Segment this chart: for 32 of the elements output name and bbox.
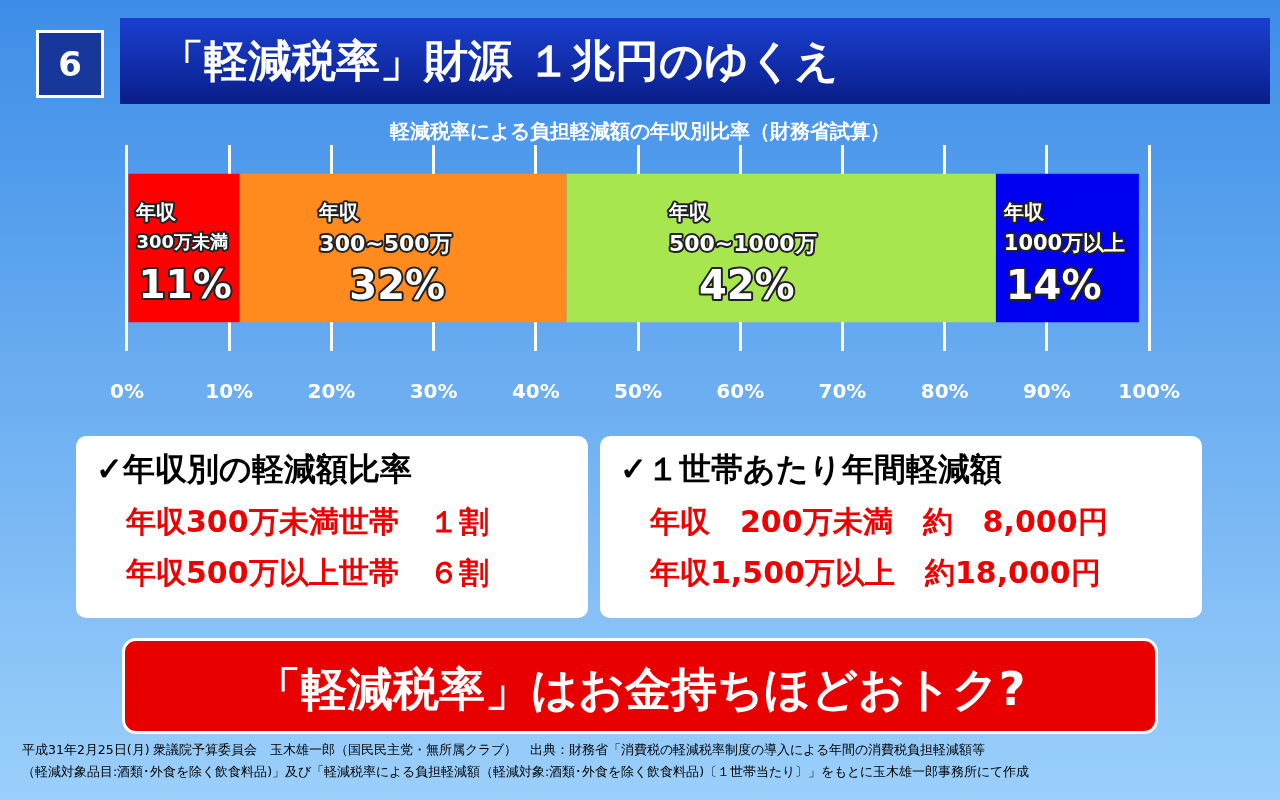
series-label: 年収 500~1000万 bbox=[667, 200, 817, 256]
data-label: 32% bbox=[349, 262, 446, 309]
text: 年収500万以上世帯 ６割 bbox=[126, 554, 490, 592]
text: 平成31年2月25日(月) 衆議院予算委員会 玉木雄一郎（国民民主党・無所属クラブ） 出典：財務省「消費税の軽減税率制度の導入による年間の消費税負担軽減額等 bbox=[22, 742, 986, 759]
x-tick-label: 0% bbox=[109, 379, 144, 404]
chart-title: 「軽減税率」財源 １兆円のゆくえ bbox=[120, 18, 1270, 104]
text: ✓１世帯あたり年間軽減額 bbox=[620, 449, 1003, 490]
bar bbox=[566, 173, 996, 323]
data-label: 11% bbox=[138, 262, 232, 308]
text: 年収300万未満世帯 １割 bbox=[126, 503, 490, 541]
series-label: 年収 300~500万 bbox=[318, 200, 452, 256]
x-tick-label: 70% bbox=[818, 379, 867, 404]
x-tick-label: 100% bbox=[1118, 379, 1180, 404]
series-label: 年収 300万未満 bbox=[135, 200, 229, 252]
series-label: 年収 1000万以上 bbox=[1002, 200, 1126, 255]
x-tick-label: 90% bbox=[1022, 379, 1071, 404]
text: ✓年収別の軽減額比率 bbox=[96, 449, 413, 490]
x-tick-label: 80% bbox=[920, 379, 969, 404]
x-tick-label: 20% bbox=[307, 379, 356, 404]
chart-subtitle: 軽減税率による負担軽減額の年収別比率（財務省試算） bbox=[389, 118, 891, 145]
data-label: 42% bbox=[698, 262, 795, 309]
x-tick-label: 10% bbox=[205, 379, 254, 404]
text: 年収 200万未満 約 8,000円 bbox=[650, 503, 1109, 541]
x-tick-label: 50% bbox=[614, 379, 662, 404]
text: 6 bbox=[36, 30, 104, 98]
text: （軽減対象品目:酒類･外食を除く飲食料品)」及び「軽減税率による負担軽減額（軽減対象:酒類･外食を除く飲食料品)〔１世帯当たり〕」をもとに玉木雄一郎事務所にて作成 bbox=[22, 764, 1030, 781]
text: 年収1,500万以上 約18,000円 bbox=[650, 554, 1102, 592]
x-tick-label: 30% bbox=[409, 379, 458, 404]
data-label: 14% bbox=[1005, 262, 1102, 309]
text: 「軽減税率」はお金持ちほどおトク? bbox=[122, 638, 1158, 734]
x-tick-label: 40% bbox=[511, 379, 560, 404]
x-tick-label: 60% bbox=[716, 379, 765, 404]
